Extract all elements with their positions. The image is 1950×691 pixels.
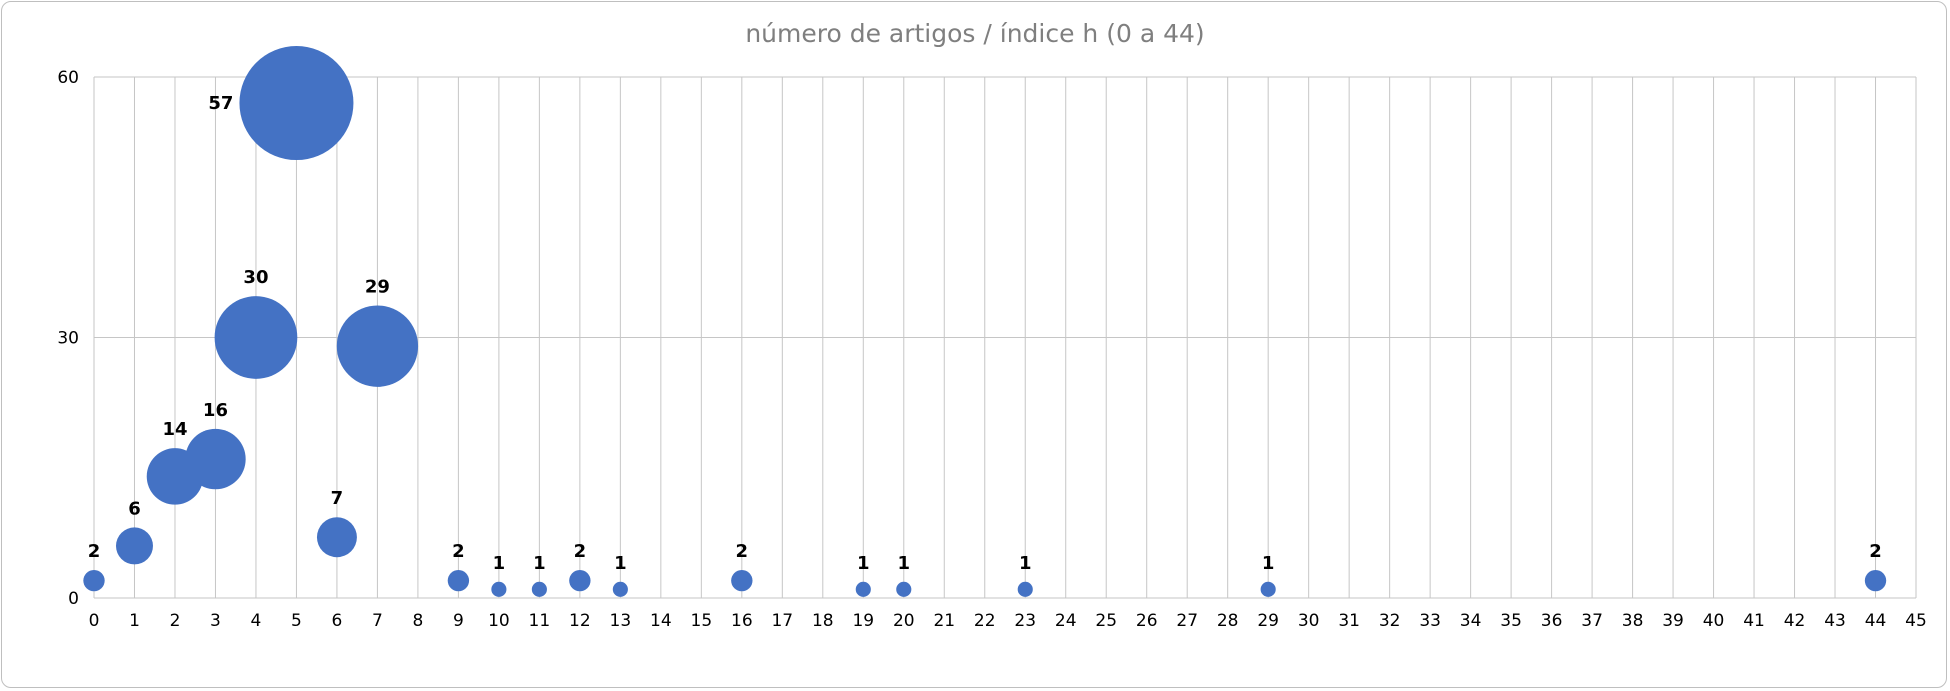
data-label: 2 — [452, 541, 465, 562]
x-tick-label: 6 — [332, 611, 343, 631]
x-tick-label: 19 — [852, 611, 874, 631]
x-tick-label: 18 — [812, 611, 834, 631]
bubble — [491, 581, 507, 597]
x-tick-label: 45 — [1905, 611, 1927, 631]
bubble — [447, 569, 470, 592]
data-label: 1 — [857, 553, 870, 574]
data-label: 2 — [736, 541, 749, 562]
data-label: 1 — [1262, 553, 1275, 574]
x-tick-label: 17 — [771, 611, 793, 631]
x-tick-label: 32 — [1379, 611, 1401, 631]
data-label: 7 — [331, 488, 344, 509]
data-label: 30 — [243, 267, 268, 288]
x-tick-label: 29 — [1257, 611, 1279, 631]
bubble — [1864, 569, 1887, 592]
data-label: 57 — [208, 93, 233, 114]
x-tick-label: 3 — [210, 611, 221, 631]
x-tick-label: 25 — [1095, 611, 1117, 631]
chart-title: número de artigos / índice h (0 a 44) — [745, 19, 1204, 48]
data-label: 2 — [1869, 541, 1882, 562]
x-tick-label: 20 — [893, 611, 915, 631]
x-tick-label: 24 — [1055, 611, 1077, 631]
x-tick-label: 21 — [933, 611, 955, 631]
x-tick-label: 33 — [1419, 611, 1441, 631]
x-tick-label: 43 — [1824, 611, 1846, 631]
x-tick-label: 14 — [650, 611, 672, 631]
data-label-layer: 2 6 14 16 30 57 7 29 2 1 1 2 1 2 1 1 1 1 2 — [88, 93, 1882, 574]
bubble — [731, 569, 753, 592]
bubble — [115, 527, 153, 565]
bubble — [531, 581, 547, 597]
x-tick-label: 12 — [569, 611, 591, 631]
x-tick-label: 31 — [1338, 611, 1360, 631]
x-tick-label: 41 — [1743, 611, 1765, 631]
x-tick-label: 36 — [1541, 611, 1563, 631]
x-tick-label: 38 — [1622, 611, 1644, 631]
y-tick-label: 60 — [57, 68, 79, 88]
bubble — [239, 46, 354, 161]
bubble — [336, 305, 419, 387]
bubble — [896, 581, 912, 597]
x-tick-label: 13 — [610, 611, 632, 631]
x-tick-label: 34 — [1460, 611, 1482, 631]
x-tick-label: 1 — [129, 611, 140, 631]
bubble — [569, 569, 591, 592]
data-label: 1 — [1019, 553, 1032, 574]
y-tick-label: 0 — [68, 589, 79, 609]
x-tick-label: 23 — [1014, 611, 1036, 631]
x-tick-label: 9 — [453, 611, 464, 631]
y-tick-label: 30 — [57, 329, 79, 349]
x-tick-label: 30 — [1298, 611, 1320, 631]
bubble — [1017, 581, 1033, 597]
data-label: 29 — [365, 277, 390, 298]
x-tick-label: 35 — [1500, 611, 1522, 631]
x-tick-label: 27 — [1176, 611, 1198, 631]
x-tick-label: 4 — [251, 611, 262, 631]
x-tick-label: 44 — [1865, 611, 1887, 631]
data-label: 1 — [533, 553, 546, 574]
data-label: 2 — [574, 541, 587, 562]
data-label: 2 — [88, 541, 101, 562]
bubble — [185, 428, 246, 490]
bubble — [316, 517, 357, 558]
x-tick-label: 42 — [1784, 611, 1806, 631]
bubble-layer — [83, 46, 1887, 597]
bubble — [612, 581, 628, 597]
x-tick-label: 39 — [1662, 611, 1684, 631]
data-label: 1 — [614, 553, 627, 574]
data-label: 14 — [162, 419, 187, 440]
bubble — [1260, 581, 1276, 597]
x-tick-label: 0 — [89, 611, 100, 631]
data-label: 6 — [128, 498, 141, 519]
x-tick-label: 2 — [170, 611, 181, 631]
axis-labels: 0 1 2 3 4 5 6 7 8 9 10 11 12 13 14 15 16 17 18 19 20 21 22 23 24… — [57, 68, 1926, 631]
x-tick-label: 15 — [691, 611, 713, 631]
x-tick-label: 7 — [372, 611, 383, 631]
x-tick-label: 5 — [291, 611, 302, 631]
data-label: 1 — [898, 553, 911, 574]
x-tick-label: 28 — [1217, 611, 1239, 631]
bubble — [855, 581, 871, 597]
x-tick-label: 10 — [488, 611, 510, 631]
x-tick-label: 11 — [529, 611, 551, 631]
x-tick-label: 40 — [1703, 611, 1725, 631]
bubble — [83, 569, 105, 592]
data-label: 16 — [203, 400, 228, 421]
x-tick-label: 8 — [412, 611, 423, 631]
x-tick-label: 26 — [1136, 611, 1158, 631]
bubble — [214, 296, 298, 379]
x-tick-label: 37 — [1581, 611, 1603, 631]
data-label: 1 — [493, 553, 506, 574]
x-tick-label: 16 — [731, 611, 753, 631]
x-tick-label: 22 — [974, 611, 996, 631]
grid-layer — [93, 76, 1917, 599]
